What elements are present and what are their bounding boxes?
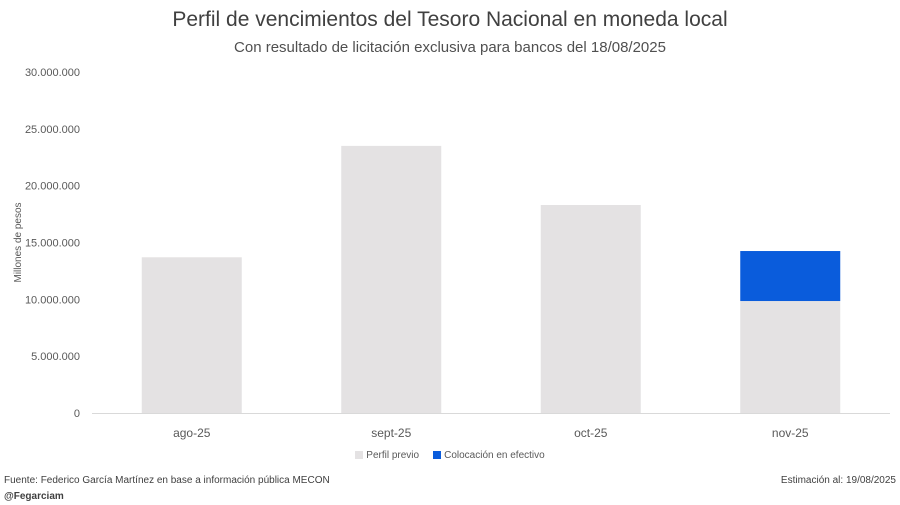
y-tick-label: 0 [74,408,80,420]
legend-label: Colocación en efectivo [444,450,545,461]
legend-item-colocacion: Colocación en efectivo [433,450,545,461]
bar-sept-25 [341,145,442,413]
source-note: Fuente: Federico García Martínez en base… [4,475,330,486]
legend-swatch [355,451,364,460]
x-tick-label: nov-25 [772,426,809,440]
bar-nov-25 [740,251,841,302]
x-tick-label: ago-25 [173,426,211,440]
legend-swatch [433,451,442,460]
chart-subtitle: Con resultado de licitación exclusiva pa… [234,39,666,56]
bar-oct-25 [540,204,641,413]
y-tick-label: 30.000.000 [25,67,80,79]
y-tick-label: 25.000.000 [25,124,80,136]
y-tick-label: 5.000.000 [31,351,80,363]
y-tick-label: 15.000.000 [25,238,80,250]
x-tick-label: sept-25 [371,426,411,440]
y-axis-label: Millones de pesos [13,202,24,282]
author-handle: @Fegarciam [4,491,64,502]
y-tick-label: 10.000.000 [25,294,80,306]
chart-title: Perfil de vencimientos del Tesoro Nacion… [172,8,728,31]
bar-ago-25 [141,257,242,413]
bar-nov-25 [740,301,841,413]
estimate-date: Estimación al: 19/08/2025 [780,475,896,486]
legend-label: Perfil previo [366,450,420,461]
legend-item-perfil-previo: Perfil previo [355,450,419,461]
y-tick-label: 20.000.000 [25,181,80,193]
legend: Perfil previo Colocación en efectivo [0,450,900,461]
x-tick-label: oct-25 [574,426,608,440]
